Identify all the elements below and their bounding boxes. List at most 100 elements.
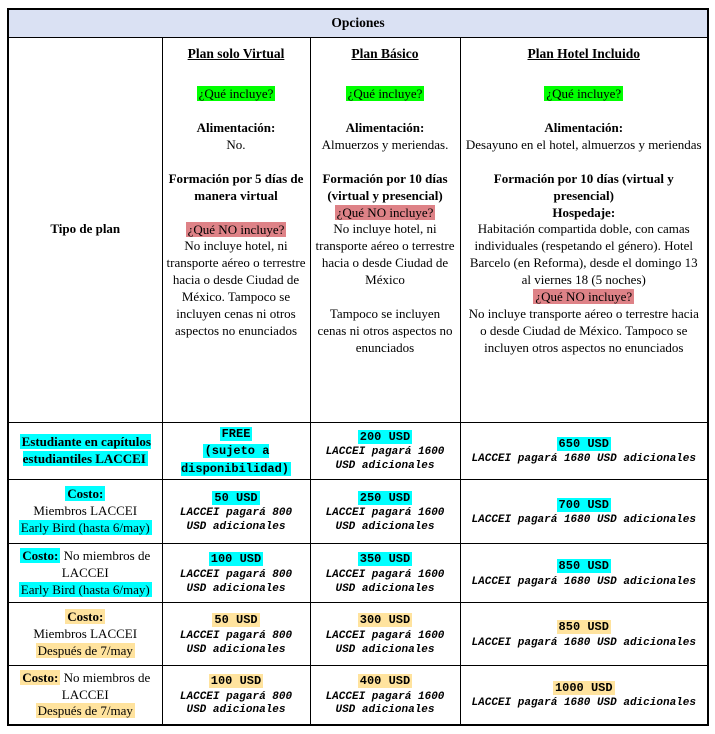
price-cell-virtual: FREE (sujeto a disponibilidad): [161, 421, 311, 481]
price-cell-hotel: 850 USD LACCEI pagará 1680 USD adicional…: [459, 543, 709, 604]
price-cell-basico: 300 USD LACCEI pagará 1600 USD adicional…: [309, 602, 461, 667]
includes-question: ¿Qué incluye?: [345, 86, 425, 102]
price-value: 50 USD: [212, 490, 260, 505]
not-includes-text: No incluye hotel, ni transporte aéreo o …: [166, 238, 306, 338]
price-note: LACCEI pagará 1600 USD adicionales: [325, 507, 445, 534]
food-section: Alimentación: No.: [167, 120, 306, 154]
price-cell-virtual: 50 USD LACCEI pagará 800 USD adicionales: [161, 479, 311, 545]
costo-label: Costo:: [20, 547, 61, 563]
includes-question: ¿Qué incluye?: [544, 86, 624, 102]
plan-cell-hotel: Plan Hotel Incluido ¿Qué incluye? Alimen…: [459, 36, 709, 423]
training-text: Formación por 10 días (virtual y presenc…: [322, 170, 448, 203]
price-note: LACCEI pagará 1680 USD adicionales: [471, 514, 696, 527]
price-cell-hotel: 1000 USD LACCEI pagará 1680 USD adiciona…: [459, 665, 709, 726]
plan-title-hotel: Plan Hotel Incluido: [527, 45, 641, 61]
row-label-who: Miembros LACCEI: [33, 503, 138, 519]
price-value: 1000 USD: [552, 680, 615, 695]
price-cell-basico: 200 USD LACCEI pagará 1600 USD adicional…: [309, 421, 461, 481]
price-note: LACCEI pagará 800 USD adicionales: [179, 690, 293, 717]
price-cell-virtual: 50 USD LACCEI pagará 800 USD adicionales: [161, 602, 311, 667]
food-text: No.: [226, 136, 246, 152]
row-label-period: Early Bird (hasta 6/may): [18, 581, 152, 597]
training-text: Formación por 10 días (virtual y presenc…: [493, 170, 674, 203]
price-value: 850 USD: [556, 620, 611, 635]
row-label: Costo: Miembros LACCEI Early Bird (hasta…: [7, 479, 163, 545]
price-note: LACCEI pagará 1680 USD adicionales: [471, 697, 696, 710]
not-includes-question: ¿Qué NO incluye?: [533, 288, 635, 304]
not-includes-question: ¿Qué NO incluye?: [334, 204, 436, 220]
row-label-period: Después de 7/may: [35, 642, 135, 658]
price-note: LACCEI pagará 1680 USD adicionales: [471, 575, 696, 588]
price-note: LACCEI pagará 1600 USD adicionales: [325, 568, 445, 595]
price-cell-hotel: 700 USD LACCEI pagará 1680 USD adicional…: [459, 479, 709, 545]
price-note: LACCEI pagará 1600 USD adicionales: [325, 446, 445, 473]
plan-cell-basico: Plan Básico ¿Qué incluye? Alimentación: …: [309, 36, 461, 423]
price-cell-hotel: 850 USD LACCEI pagará 1680 USD adicional…: [459, 602, 709, 667]
row-label: Estudiante en capítulos estudiantiles LA…: [7, 421, 163, 481]
not-includes-text-2: Tampoco se incluyen cenas ni otros aspec…: [317, 305, 453, 355]
price-value: 850 USD: [556, 559, 611, 574]
row-label-who: Miembros LACCEI: [33, 625, 138, 641]
row-header-tipo-de-plan: Tipo de plan: [7, 36, 163, 423]
price-note: LACCEI pagará 1600 USD adicionales: [325, 629, 445, 656]
row-label-period: Early Bird (hasta 6/may): [18, 520, 152, 536]
price-value: 700 USD: [556, 497, 611, 512]
food-section: Alimentación: Almuerzos y meriendas.: [315, 120, 456, 154]
price-row-miembros-earlybird: Costo: Miembros LACCEI Early Bird (hasta…: [7, 479, 709, 545]
food-section: Alimentación: Desayuno en el hotel, almu…: [465, 120, 704, 154]
plan-title-basico: Plan Básico: [351, 45, 419, 61]
price-cell-virtual: 100 USD LACCEI pagará 800 USD adicionale…: [161, 543, 311, 604]
price-row-nomiembros-earlybird: Costo: No miembros de LACCEI Early Bird …: [7, 543, 709, 604]
price-value: 300 USD: [357, 613, 413, 628]
food-label: Alimentación:: [544, 119, 624, 135]
not-includes-text: No incluye transporte aéreo o terrestre …: [468, 305, 699, 355]
row-label: Costo: Miembros LACCEI Después de 7/may: [7, 602, 163, 667]
price-note: LACCEI pagará 800 USD adicionales: [179, 629, 293, 656]
costo-label: Costo:: [20, 669, 61, 685]
row-label-who: No miembros de LACCEI: [61, 547, 151, 580]
not-includes-text: No incluye hotel, ni transporte aéreo o …: [315, 221, 455, 288]
food-text: Almuerzos y meriendas.: [321, 136, 449, 152]
price-row-nomiembros-despues: Costo: No miembros de LACCEI Después de …: [7, 665, 709, 726]
price-cell-basico: 400 USD LACCEI pagará 1600 USD adicional…: [309, 665, 461, 726]
costo-label: Costo:: [65, 608, 106, 624]
options-table: Opciones Tipo de plan Plan solo Virtual …: [7, 8, 710, 726]
plan-cell-virtual: Plan solo Virtual ¿Qué incluye? Alimenta…: [161, 36, 311, 423]
price-cell-virtual: 100 USD LACCEI pagará 800 USD adicionale…: [161, 665, 311, 726]
food-text: Desayuno en el hotel, almuerzos y merien…: [465, 136, 702, 152]
price-note: LACCEI pagará 1600 USD adicionales: [325, 690, 445, 717]
price-row-miembros-despues: Costo: Miembros LACCEI Después de 7/may …: [7, 602, 709, 667]
price-value-2: (sujeto a disponibilidad): [180, 444, 292, 476]
price-cell-hotel: 650 USD LACCEI pagará 1680 USD adicional…: [459, 421, 709, 481]
row-label: Costo: No miembros de LACCEI Early Bird …: [7, 543, 163, 604]
costo-label: Costo:: [65, 486, 106, 502]
food-label: Alimentación:: [196, 119, 276, 135]
price-value: 100 USD: [208, 552, 264, 567]
price-value: 400 USD: [357, 673, 413, 688]
price-note: LACCEI pagará 800 USD adicionales: [179, 507, 293, 534]
price-row-estudiante: Estudiante en capítulos estudiantiles LA…: [7, 421, 709, 481]
table-title-row: Opciones: [7, 8, 709, 38]
includes-question: ¿Qué incluye?: [196, 86, 276, 102]
price-note: LACCEI pagará 1680 USD adicionales: [471, 636, 696, 649]
row-label: Costo: No miembros de LACCEI Después de …: [7, 665, 163, 726]
price-value: 650 USD: [556, 436, 611, 451]
price-value: 50 USD: [212, 613, 260, 628]
price-note: LACCEI pagará 1680 USD adicionales: [471, 453, 696, 466]
price-value: FREE: [219, 426, 253, 441]
not-includes-question: ¿Qué NO incluye?: [185, 221, 287, 237]
lodging-label: Hospedaje:: [552, 204, 616, 220]
price-value: 350 USD: [357, 552, 413, 567]
row-label-period: Después de 7/may: [35, 703, 135, 719]
price-value: 250 USD: [357, 490, 413, 505]
price-note: LACCEI pagará 800 USD adicionales: [179, 568, 293, 595]
price-value: 100 USD: [208, 673, 264, 688]
row-label-who: Estudiante en capítulos estudiantiles LA…: [19, 434, 151, 466]
lodging-text: Habitación compartida doble, con camas i…: [469, 221, 698, 288]
row-label-who: No miembros de LACCEI: [61, 669, 151, 702]
table-title: Opciones: [7, 8, 709, 38]
food-label: Alimentación:: [345, 119, 425, 135]
plan-title-virtual: Plan solo Virtual: [187, 45, 285, 61]
price-value: 200 USD: [357, 429, 413, 444]
